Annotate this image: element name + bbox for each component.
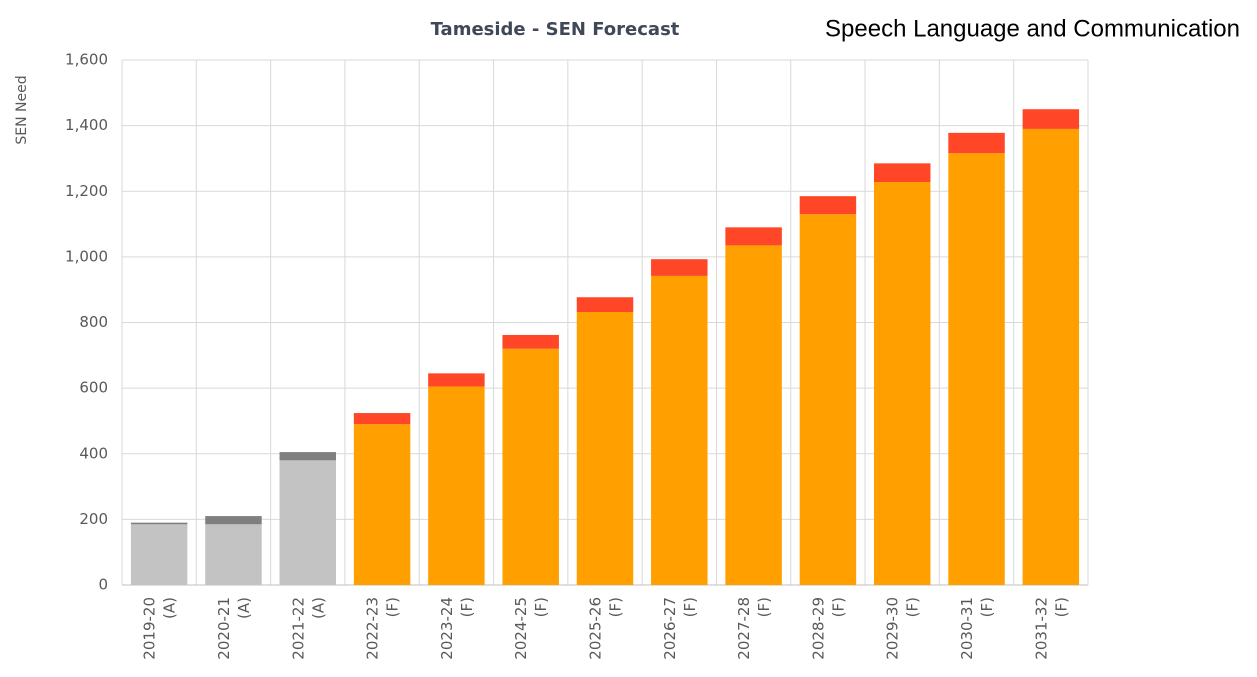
x-tick-label: (F) <box>904 597 922 617</box>
y-tick-label: 1,600 <box>65 51 108 69</box>
bar-segment <box>651 275 708 585</box>
x-tick-label: 2026-27 <box>661 597 679 660</box>
bar-segment <box>130 524 188 585</box>
chart-title: Tameside - SEN Forecast <box>431 19 680 40</box>
bar-segment <box>130 522 188 525</box>
bar-segment <box>725 245 782 585</box>
x-tick-label: 2030-31 <box>958 597 976 660</box>
x-tick-label: (A) <box>161 597 179 619</box>
bar-segment <box>799 196 857 215</box>
x-tick-label: (F) <box>607 597 625 617</box>
x-tick-label: (F) <box>829 597 847 617</box>
x-tick-label: 2025-26 <box>587 597 605 660</box>
x-tick-label: (A) <box>235 597 253 619</box>
x-tick-label: 2029-30 <box>884 597 902 660</box>
y-tick-label: 1,000 <box>65 247 108 265</box>
x-tick-label: (F) <box>978 597 996 617</box>
bar-segment <box>576 297 634 312</box>
y-tick-label: 0 <box>98 576 108 594</box>
bar-segment <box>353 413 411 425</box>
x-tick-label: 2021-22 <box>289 597 307 660</box>
y-tick-label: 400 <box>79 444 108 462</box>
bar-segment <box>205 524 262 585</box>
x-tick-label: 2019-20 <box>141 597 159 660</box>
x-tick-label: 2031-32 <box>1032 597 1050 660</box>
bar-segment <box>502 334 559 349</box>
bar-segment <box>948 153 1005 585</box>
y-tick-label: 1,200 <box>65 182 108 200</box>
x-tick-label: 2024-25 <box>512 597 530 660</box>
x-tick-label: (F) <box>532 597 550 617</box>
x-tick-label: (F) <box>681 597 699 617</box>
x-tick-label: (A) <box>309 597 327 619</box>
x-tick-label: 2028-29 <box>809 597 827 660</box>
x-tick-label: 2023-24 <box>438 597 456 660</box>
x-tick-label: (F) <box>755 597 773 617</box>
bar-segment <box>799 214 857 585</box>
chart-subtitle: Speech Language and Communication <box>825 15 1240 42</box>
x-tick-label: 2020-21 <box>215 597 233 660</box>
y-axis-label: SEN Need <box>14 75 30 144</box>
bar-segment <box>948 132 1005 154</box>
y-tick-label: 800 <box>79 313 108 331</box>
y-tick-label: 1,400 <box>65 116 108 134</box>
y-tick-label: 600 <box>79 379 108 397</box>
bar-segment <box>576 312 634 585</box>
bar-segment <box>725 227 782 246</box>
bar-segment <box>428 386 485 585</box>
bar-segment <box>1022 109 1080 129</box>
x-tick-label: 2027-28 <box>735 597 753 660</box>
x-tick-label: (F) <box>1052 597 1070 617</box>
bar-segment <box>428 373 485 387</box>
x-tick-label: (F) <box>458 597 476 617</box>
bar-segment <box>279 460 337 585</box>
bar-segment <box>1022 128 1080 585</box>
bar-segment <box>502 348 559 585</box>
bar-segment <box>353 424 411 585</box>
bar-segment <box>205 516 262 525</box>
bar-segment <box>651 259 708 276</box>
x-tick-label: (F) <box>384 597 402 617</box>
bar-segment <box>279 452 337 461</box>
x-tick-label: 2022-23 <box>364 597 382 660</box>
bar-segment <box>873 182 931 585</box>
y-tick-label: 200 <box>79 510 108 528</box>
bar-segment <box>873 163 931 183</box>
